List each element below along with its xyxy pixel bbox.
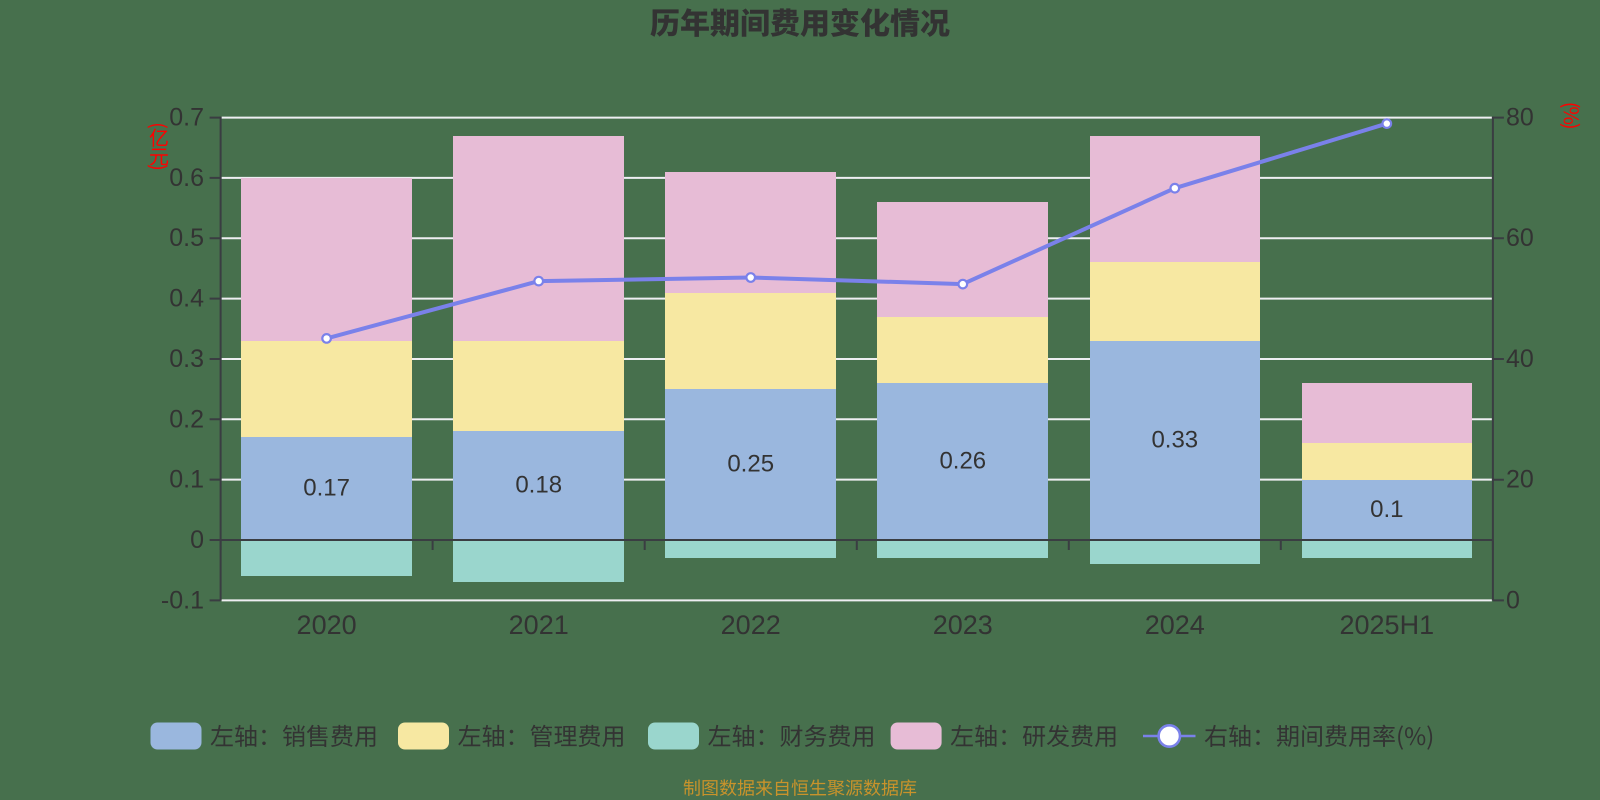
svg-text:2020: 2020 <box>297 610 357 640</box>
svg-text:2025H1: 2025H1 <box>1340 610 1435 640</box>
svg-text:0.17: 0.17 <box>303 475 350 502</box>
svg-text:0.33: 0.33 <box>1151 426 1198 453</box>
svg-text:0: 0 <box>1506 586 1520 614</box>
svg-text:0.4: 0.4 <box>169 285 204 313</box>
svg-text:0.26: 0.26 <box>939 448 986 475</box>
svg-text:0.7: 0.7 <box>169 104 204 132</box>
svg-text:2021: 2021 <box>509 610 569 640</box>
svg-text:40: 40 <box>1506 345 1534 373</box>
svg-text:-0.1: -0.1 <box>161 586 204 614</box>
svg-text:0.6: 0.6 <box>169 164 204 192</box>
svg-text:20: 20 <box>1506 466 1534 494</box>
svg-text:2024: 2024 <box>1145 610 1205 640</box>
svg-text:0: 0 <box>190 526 204 554</box>
svg-text:80: 80 <box>1506 104 1534 132</box>
svg-text:0.1: 0.1 <box>169 466 204 494</box>
svg-text:0.3: 0.3 <box>169 345 204 373</box>
svg-text:2022: 2022 <box>721 610 781 640</box>
svg-text:0.18: 0.18 <box>515 472 562 499</box>
svg-text:60: 60 <box>1506 224 1534 252</box>
svg-text:0.25: 0.25 <box>727 451 774 478</box>
svg-text:0.2: 0.2 <box>169 405 204 433</box>
svg-text:2023: 2023 <box>933 610 993 640</box>
svg-text:0.5: 0.5 <box>169 224 204 252</box>
svg-text:0.1: 0.1 <box>1370 496 1403 523</box>
